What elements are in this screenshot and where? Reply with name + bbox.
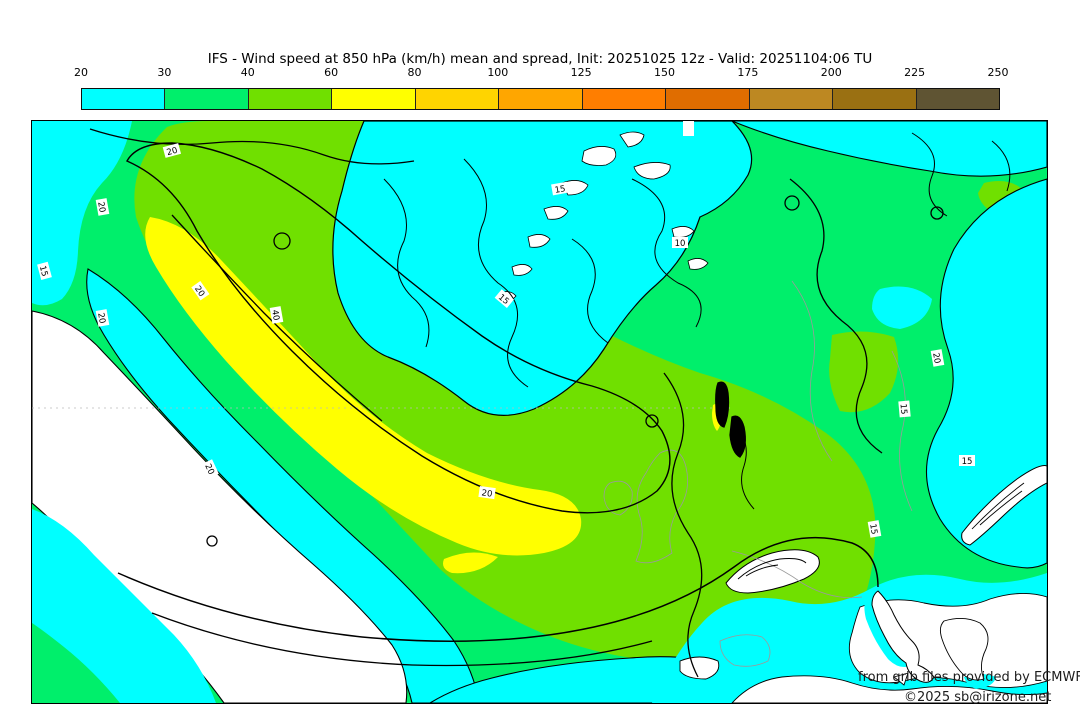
contour-label: 20 [95,312,107,324]
contour-label: 10 [675,239,686,249]
region-20-30-top-right [731,121,1047,177]
border-label-notch [683,121,694,136]
coast-ireland [603,480,633,516]
colorbar-tick: 200 [820,66,842,79]
colorbar-tick-labels: 20 30 40 60 80 100 125 150 175 200 225 250 [74,66,1009,80]
contour-label: 40 [269,309,281,321]
colorbar-tick: 225 [904,66,926,79]
page-title: IFS - Wind speed at 850 hPa (km/h) mean … [207,51,873,67]
colorbar-segment [247,89,332,109]
contour-label: 20 [95,201,107,213]
colorbar-segment [331,89,415,109]
attribution-copyright: ©2025 sb@irizone.net [904,690,1052,705]
weather-map: 20 20 15 20 20 40 20 20 15 10 15 20 15 1… [31,120,1080,705]
attribution-source: from grib files provided by ECMWF [858,670,1080,685]
contour-label: 20 [166,146,179,158]
coast-iberia [719,634,771,667]
contour-labels: 20 20 15 20 20 40 20 20 15 10 15 20 15 1… [37,143,975,538]
region-20-30-ne-band [86,268,480,703]
lake-2 [729,415,746,458]
region-below20-bottom-strip [731,675,1047,703]
region-20-30-left-strip [32,121,132,306]
region-20-30-right [925,178,1047,569]
contour-label: 15 [867,523,879,535]
lake-1 [715,381,730,428]
map-canvas: 20 20 15 20 20 40 20 20 15 10 15 20 15 1… [32,121,1047,703]
colorbar-tick: 175 [737,66,759,79]
colorbar-tick: 40 [240,66,255,79]
region-40-60-patch-right [829,331,899,413]
contour-label: 15 [962,457,973,467]
colorbar-segment [665,89,749,109]
coast-italy [871,590,935,683]
colorbar-segment [915,89,999,109]
border-1 [791,280,833,462]
colorbar-segment [414,89,499,109]
region-20-30-pocket [872,286,932,329]
region-20-30-top-middle [332,121,753,416]
region-below20-blob [679,656,720,680]
sea-patch-2 [718,674,742,687]
colorbar-tick: 250 [987,66,1009,79]
region-60-80-tail [443,552,498,574]
coast-sicily [893,672,909,686]
colorbar-tick: 20 [74,66,88,79]
colorbar-segment [748,89,833,109]
colorbar-tick: 100 [487,66,509,79]
colorbar-segment [498,89,582,109]
ridge-alps-outer [725,549,820,594]
coast-continent [731,550,863,599]
colorbar-segment [164,89,248,109]
contour-label: 20 [481,488,493,499]
border-2 [891,350,913,512]
colorbar-tick: 60 [324,66,339,79]
contour-label: 20 [202,462,216,476]
colorbar-segment [581,89,666,109]
coast-greece [939,618,989,681]
colorbar [81,88,1000,110]
contour-label: 15 [37,265,49,278]
colorbar-segment [82,89,165,109]
coastline-lines [32,280,913,667]
colorbar-tick: 125 [570,66,592,79]
contour-label: 15 [898,403,909,415]
colorbar-tick: 80 [407,66,422,79]
colorbar-tick: 150 [654,66,676,79]
coast-uk [635,449,689,564]
contour-lines [89,128,1025,678]
contour-label: 20 [930,352,942,364]
colorbar-segment [832,89,916,109]
colorbar-tick: 30 [157,66,172,79]
map-fill-regions [32,121,1047,703]
ridge-caucasus-outer [961,465,1047,546]
contour-label: 15 [554,184,566,196]
region-20-30-sw-band [32,509,216,703]
region-60-80-core [145,217,582,556]
